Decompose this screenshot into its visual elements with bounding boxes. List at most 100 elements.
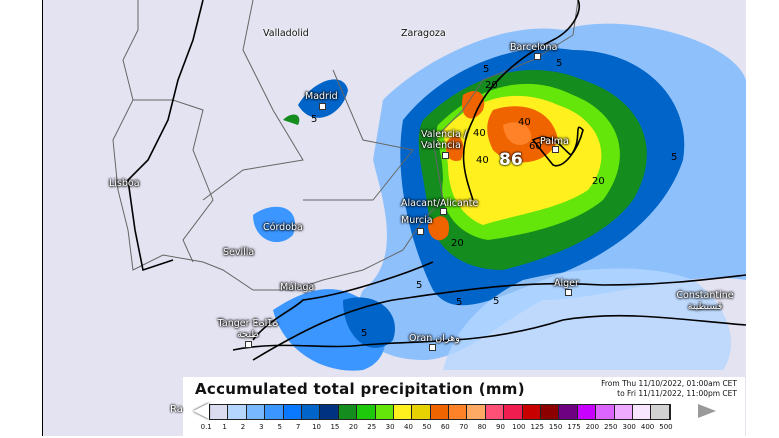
city-alicante: Alacant/Alicante <box>401 198 479 209</box>
scale-swatch <box>301 405 321 419</box>
city-marker <box>565 289 572 296</box>
contour-label: 40 <box>473 128 486 139</box>
city-sevilla: Sevilla <box>223 247 255 258</box>
legend-title: Accumulated total precipitation (mm) <box>195 380 525 398</box>
scale-tick-label: 25 <box>367 423 377 431</box>
scale-swatch <box>577 405 597 419</box>
city-cordoba: Córdoba <box>263 222 303 233</box>
city-valladolid: Valladolid <box>263 28 309 39</box>
city-alger: Alger <box>554 278 579 289</box>
city-malaga: Málaga <box>280 282 315 293</box>
scale-swatch <box>467 405 486 419</box>
scale-swatch <box>430 405 450 419</box>
contour-label: 5 <box>311 114 318 125</box>
scale-tick-label: 7 <box>295 423 301 431</box>
scale-swatch <box>210 405 229 419</box>
city-marker <box>440 208 447 215</box>
scale-tick-label: 40 <box>404 423 413 431</box>
city-constantine: Constantine قسنطينة <box>676 290 734 312</box>
legend-left-label: Ra <box>170 404 183 415</box>
contour-label: 60 <box>529 141 542 152</box>
scale-swatch <box>393 405 413 419</box>
scale-tick-label: 150 <box>548 423 563 431</box>
scale-swatch <box>559 405 578 419</box>
contour-label: 5 <box>493 296 500 307</box>
city-marker <box>319 103 326 110</box>
contour-label: 5 <box>416 280 423 291</box>
scale-swatch <box>338 405 358 419</box>
contour-label: 40 <box>518 117 531 128</box>
scale-swatch <box>246 405 266 419</box>
contour-label: 5 <box>361 328 368 339</box>
scale-tick-label: 5 <box>277 423 282 431</box>
city-murcia: Murcia <box>401 215 433 226</box>
contour-label: 20 <box>592 176 605 187</box>
scale-tick-label: 0.1 <box>200 423 212 431</box>
city-marker <box>245 341 252 348</box>
scale-swatch <box>632 405 652 419</box>
scale-tick-label: 30 <box>385 423 395 431</box>
scale-tick-label: 500 <box>659 423 673 431</box>
contour-label: 20 <box>451 238 464 249</box>
legend-period: From Thu 11/10/2022, 01:00am CET to Fri … <box>601 379 737 399</box>
precip-field <box>253 23 746 371</box>
city-marker <box>534 53 541 60</box>
scale-swatch <box>485 405 505 419</box>
scale-tick-label: 2 <box>240 423 246 431</box>
scale-tick-label: 50 <box>422 423 432 431</box>
scale-swatch <box>412 405 431 419</box>
period-start: From Thu 11/10/2022, 01:00am CET <box>601 379 737 388</box>
scale-arrow-left <box>193 403 209 419</box>
scale-tick-label: 10 <box>312 423 321 431</box>
scale-tick-label: 60 <box>440 423 450 431</box>
contour-label: 20 <box>485 80 498 91</box>
city-marker <box>429 344 436 351</box>
contour-label: 40 <box>476 155 489 166</box>
scale-swatch <box>504 405 523 419</box>
scale-swatch <box>522 405 542 419</box>
scale-swatch <box>228 405 247 419</box>
scale-swatch <box>375 405 394 419</box>
scale-tick-label: 15 <box>330 423 340 431</box>
contour-label: 5 <box>456 297 463 308</box>
period-end: to Fri 11/11/2022, 11:00pm CET <box>617 389 737 398</box>
city-oran: Oran وهران <box>409 333 460 344</box>
precipitation-map[interactable]: 86 5 5 5 20 20 20 40 40 40 60 5 5 5 5 5 … <box>42 0 746 436</box>
scale-tick-label: 100 <box>512 423 526 431</box>
map-canvas <box>112 0 746 371</box>
city-marker <box>417 228 424 235</box>
city-madrid: Madrid <box>305 91 338 102</box>
scale-tick-label: 70 <box>459 423 469 431</box>
scale-tick-label: 300 <box>622 423 636 431</box>
city-lisboa: Lisboa <box>109 178 140 189</box>
city-marker <box>442 152 449 159</box>
city-palma: Palma <box>540 136 569 147</box>
scale-tick-label: 400 <box>640 423 655 431</box>
scale-swatch <box>320 405 339 419</box>
contour-label: 5 <box>556 58 563 69</box>
city-barcelona: Barcelona <box>510 42 558 53</box>
scale-tick-label: 1 <box>222 423 227 431</box>
scale-swatch <box>614 405 633 419</box>
color-scale-ticks: 0.1 1 2 3 5 7 10 15 20 25 30 40 50 60 70 80 90 100 125 150 1… <box>197 423 675 431</box>
contour-label: 5 <box>483 64 490 75</box>
scale-tick-label: 125 <box>530 423 544 431</box>
city-tanger: Tanger ⵟⴰⵏⵊⴰ طنجة <box>217 318 279 340</box>
scale-arrow-right <box>698 404 716 418</box>
legend: Accumulated total precipitation (mm) Fro… <box>183 377 745 436</box>
scale-tick-label: 200 <box>585 423 600 431</box>
scale-swatch <box>357 405 376 419</box>
scale-swatch <box>283 405 302 419</box>
scale-tick-label: 20 <box>348 423 358 431</box>
scale-tick-label: 80 <box>477 423 487 431</box>
scale-swatch <box>651 405 670 419</box>
contour-label: 5 <box>671 152 678 163</box>
scale-tick-label: 175 <box>567 423 581 431</box>
scale-swatch <box>449 405 468 419</box>
color-scale-bar <box>209 404 671 420</box>
max-value-label: 86 <box>499 150 523 170</box>
scale-tick-label: 250 <box>604 423 618 431</box>
city-zaragoza: Zaragoza <box>401 28 446 39</box>
scale-tick-label: 3 <box>259 423 264 431</box>
coastline <box>127 0 746 361</box>
